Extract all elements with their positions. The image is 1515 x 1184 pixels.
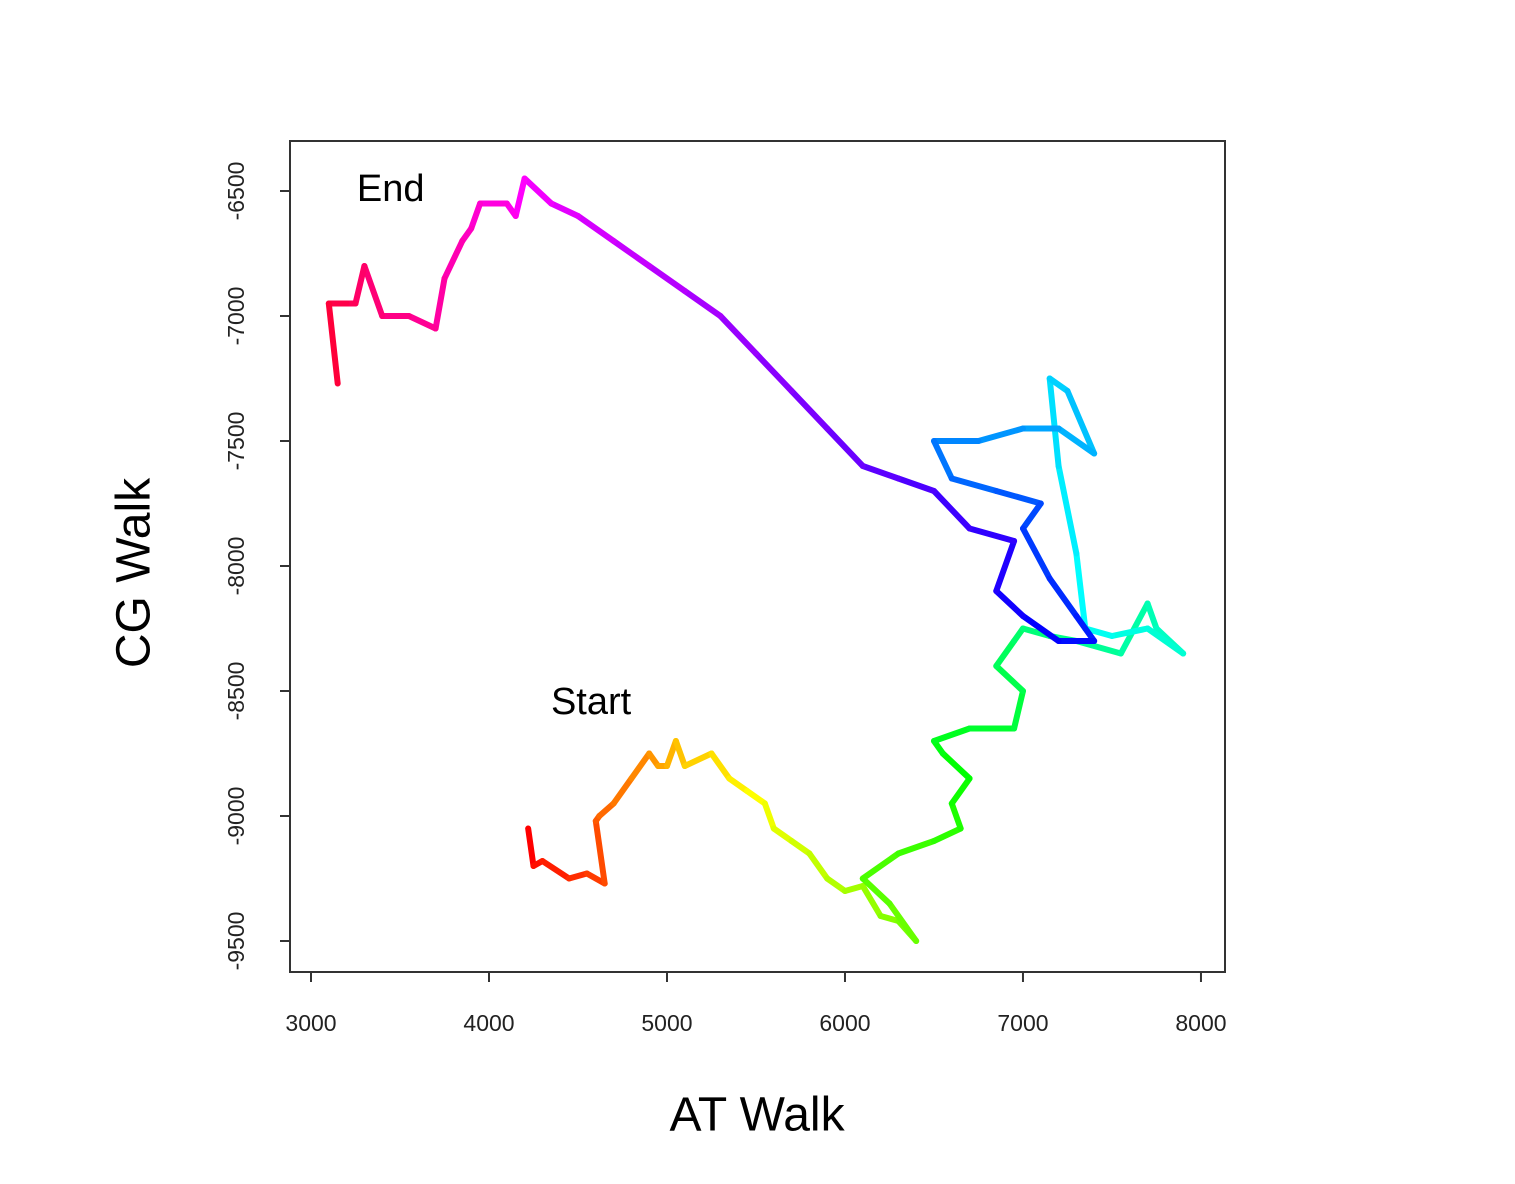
walk-segment bbox=[752, 350, 795, 394]
y-tick-label: -7000 bbox=[223, 287, 249, 346]
walk-segment bbox=[993, 588, 1026, 619]
walk-segment bbox=[352, 263, 368, 307]
walk-segment bbox=[930, 438, 955, 482]
plot-frame bbox=[289, 140, 1226, 973]
walk-segment bbox=[525, 825, 537, 869]
walk-segment bbox=[646, 263, 688, 294]
walk-segment bbox=[432, 275, 448, 332]
walk-segment bbox=[468, 200, 484, 232]
walk-segment bbox=[788, 388, 831, 432]
walk-segment bbox=[948, 800, 964, 832]
walk-segment bbox=[939, 750, 973, 782]
walk-segment bbox=[824, 425, 866, 469]
x-tick-label: 5000 bbox=[641, 1010, 692, 1036]
walk-segment bbox=[744, 788, 768, 807]
walk-segment bbox=[548, 200, 581, 219]
annotation: Start bbox=[551, 681, 632, 723]
walk-segment bbox=[841, 883, 866, 894]
walk-segment bbox=[1019, 613, 1062, 644]
walk-segment bbox=[726, 775, 751, 794]
walk-segment bbox=[788, 838, 813, 857]
walk-segment bbox=[770, 825, 795, 844]
walk-segment bbox=[574, 213, 617, 244]
walk-segment bbox=[1144, 600, 1160, 632]
walk-segment bbox=[948, 475, 1000, 494]
walk-segment bbox=[1055, 463, 1080, 557]
walk-segment bbox=[1011, 688, 1026, 732]
walk-segment bbox=[975, 425, 1026, 444]
y-tick-label: -7500 bbox=[223, 412, 249, 471]
walk-segment bbox=[859, 463, 902, 482]
walk-segment bbox=[1046, 375, 1062, 469]
walk-segment bbox=[566, 870, 590, 882]
walk-segment bbox=[1046, 575, 1080, 619]
walk-segment bbox=[596, 800, 617, 819]
walk-segment bbox=[859, 875, 893, 907]
walk-segment bbox=[993, 663, 1026, 694]
walk-segment bbox=[708, 750, 733, 782]
walk-segment bbox=[895, 475, 937, 494]
walk-segment bbox=[993, 638, 1018, 669]
walk-segment bbox=[993, 538, 1018, 594]
walk-segment bbox=[610, 238, 653, 269]
walk-segment bbox=[628, 750, 653, 782]
annotation: End bbox=[357, 168, 425, 210]
walk-segment bbox=[361, 263, 386, 319]
walk-segment bbox=[1108, 625, 1151, 639]
walk-segment bbox=[824, 875, 848, 894]
y-tick-label: -8500 bbox=[223, 662, 249, 721]
walk-segment bbox=[512, 175, 528, 219]
x-tick-label: 8000 bbox=[1175, 1010, 1226, 1036]
walk-segment bbox=[717, 313, 759, 357]
walk-segment bbox=[930, 825, 964, 844]
walk-segment bbox=[1144, 625, 1187, 657]
walk-segment bbox=[1055, 425, 1098, 457]
walk-segment bbox=[895, 838, 937, 857]
y-tick-label: -9000 bbox=[223, 787, 249, 846]
walk-segment bbox=[859, 850, 902, 882]
x-axis-title: AT Walk bbox=[669, 1089, 845, 1142]
walk-segment bbox=[681, 288, 724, 319]
walk-segment bbox=[521, 175, 555, 207]
walk-segment bbox=[1046, 375, 1071, 394]
walk-segment bbox=[886, 900, 920, 944]
walk-segment bbox=[681, 750, 715, 769]
walk-segment bbox=[1073, 613, 1098, 644]
walk-segment bbox=[325, 300, 341, 387]
walk-segment bbox=[806, 850, 831, 882]
walk-segment bbox=[877, 913, 902, 924]
walk-segment bbox=[1073, 550, 1089, 632]
walk-segment bbox=[930, 488, 973, 532]
walk-segment bbox=[761, 800, 777, 832]
x-tick-label: 7000 bbox=[997, 1010, 1048, 1036]
y-axis-title: CG Walk bbox=[108, 477, 161, 668]
walk-segment bbox=[610, 775, 635, 807]
walk-segment bbox=[948, 775, 973, 807]
walk-segment bbox=[1019, 525, 1053, 582]
y-tick-label: -8000 bbox=[223, 537, 249, 596]
y-tick-label: -6500 bbox=[223, 162, 249, 221]
walk-segment bbox=[859, 883, 884, 919]
walk-segment bbox=[539, 858, 573, 882]
walk-segment bbox=[672, 738, 688, 769]
walk-segment bbox=[966, 525, 1018, 544]
y-tick-label: -9500 bbox=[223, 912, 249, 971]
walk-segment bbox=[592, 818, 608, 887]
walk-segment bbox=[441, 238, 466, 282]
walk-segment bbox=[405, 313, 439, 332]
walk-segment bbox=[993, 488, 1044, 507]
walk-segment bbox=[1064, 388, 1098, 457]
walk-segment bbox=[930, 725, 973, 744]
x-tick-label: 3000 bbox=[285, 1010, 336, 1036]
x-tick-label: 4000 bbox=[463, 1010, 514, 1036]
x-tick-label: 6000 bbox=[819, 1010, 870, 1036]
walk-segment bbox=[1019, 500, 1044, 532]
